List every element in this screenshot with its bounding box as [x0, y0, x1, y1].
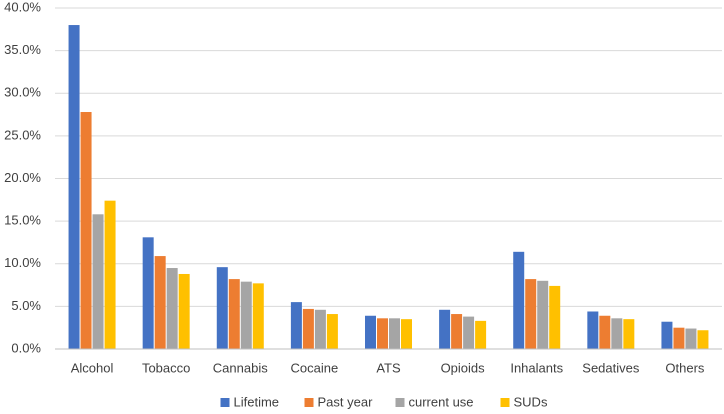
x-tick-label: Cannabis — [213, 360, 268, 375]
bar — [401, 319, 412, 349]
y-tick-label: 30.0% — [4, 85, 41, 100]
y-tick-label: 0.0% — [11, 340, 41, 355]
legend-swatch — [500, 398, 510, 407]
legend-swatch — [220, 398, 230, 407]
bar — [587, 311, 599, 349]
bar — [685, 328, 697, 349]
bar — [537, 280, 549, 349]
x-tick-label: Opioids — [441, 360, 486, 375]
bar — [302, 308, 314, 349]
bar — [326, 314, 338, 349]
legend-label: Lifetime — [234, 394, 280, 409]
y-tick-label: 40.0% — [4, 0, 41, 14]
bar — [451, 314, 463, 349]
legend-label: Past year — [318, 394, 374, 409]
x-tick-label: Tobacco — [142, 360, 190, 375]
bar — [673, 327, 685, 349]
bar — [142, 237, 154, 349]
bar — [661, 321, 673, 349]
legend-label: SUDs — [514, 394, 548, 409]
bar — [228, 279, 240, 349]
bar — [80, 112, 92, 349]
bar — [439, 309, 451, 349]
bar — [513, 251, 525, 349]
bar — [599, 315, 611, 349]
x-tick-label: Alcohol — [71, 360, 114, 375]
bar — [154, 256, 166, 349]
bar — [475, 320, 487, 349]
bar — [252, 283, 264, 349]
bar — [216, 267, 228, 349]
x-tick-label: ATS — [376, 360, 401, 375]
y-tick-label: 25.0% — [4, 127, 41, 142]
bar — [389, 318, 400, 349]
x-tick-label: Others — [665, 360, 705, 375]
x-tick-label: Cocaine — [291, 360, 339, 375]
bar — [611, 318, 623, 349]
bar — [104, 200, 116, 349]
y-tick-label: 5.0% — [11, 298, 41, 313]
bar — [92, 214, 104, 349]
legend-swatch — [395, 398, 405, 407]
bar — [240, 281, 252, 349]
bar — [166, 268, 178, 349]
bar — [463, 316, 475, 349]
y-tick-label: 15.0% — [4, 213, 41, 228]
bar — [377, 318, 388, 349]
bar — [697, 330, 709, 349]
y-tick-label: 20.0% — [4, 170, 41, 185]
y-tick-label: 35.0% — [4, 42, 41, 57]
bar — [314, 309, 326, 349]
bar — [178, 273, 190, 349]
legend-label: current use — [409, 394, 474, 409]
bar — [623, 319, 635, 349]
legend-swatch — [304, 398, 314, 407]
bar — [68, 25, 80, 350]
bar — [365, 315, 376, 349]
x-tick-label: Sedatives — [582, 360, 640, 375]
y-tick-label: 10.0% — [4, 255, 41, 270]
bar — [290, 302, 302, 349]
bar — [525, 279, 537, 349]
x-tick-label: Inhalants — [510, 360, 563, 375]
bar — [549, 285, 561, 349]
